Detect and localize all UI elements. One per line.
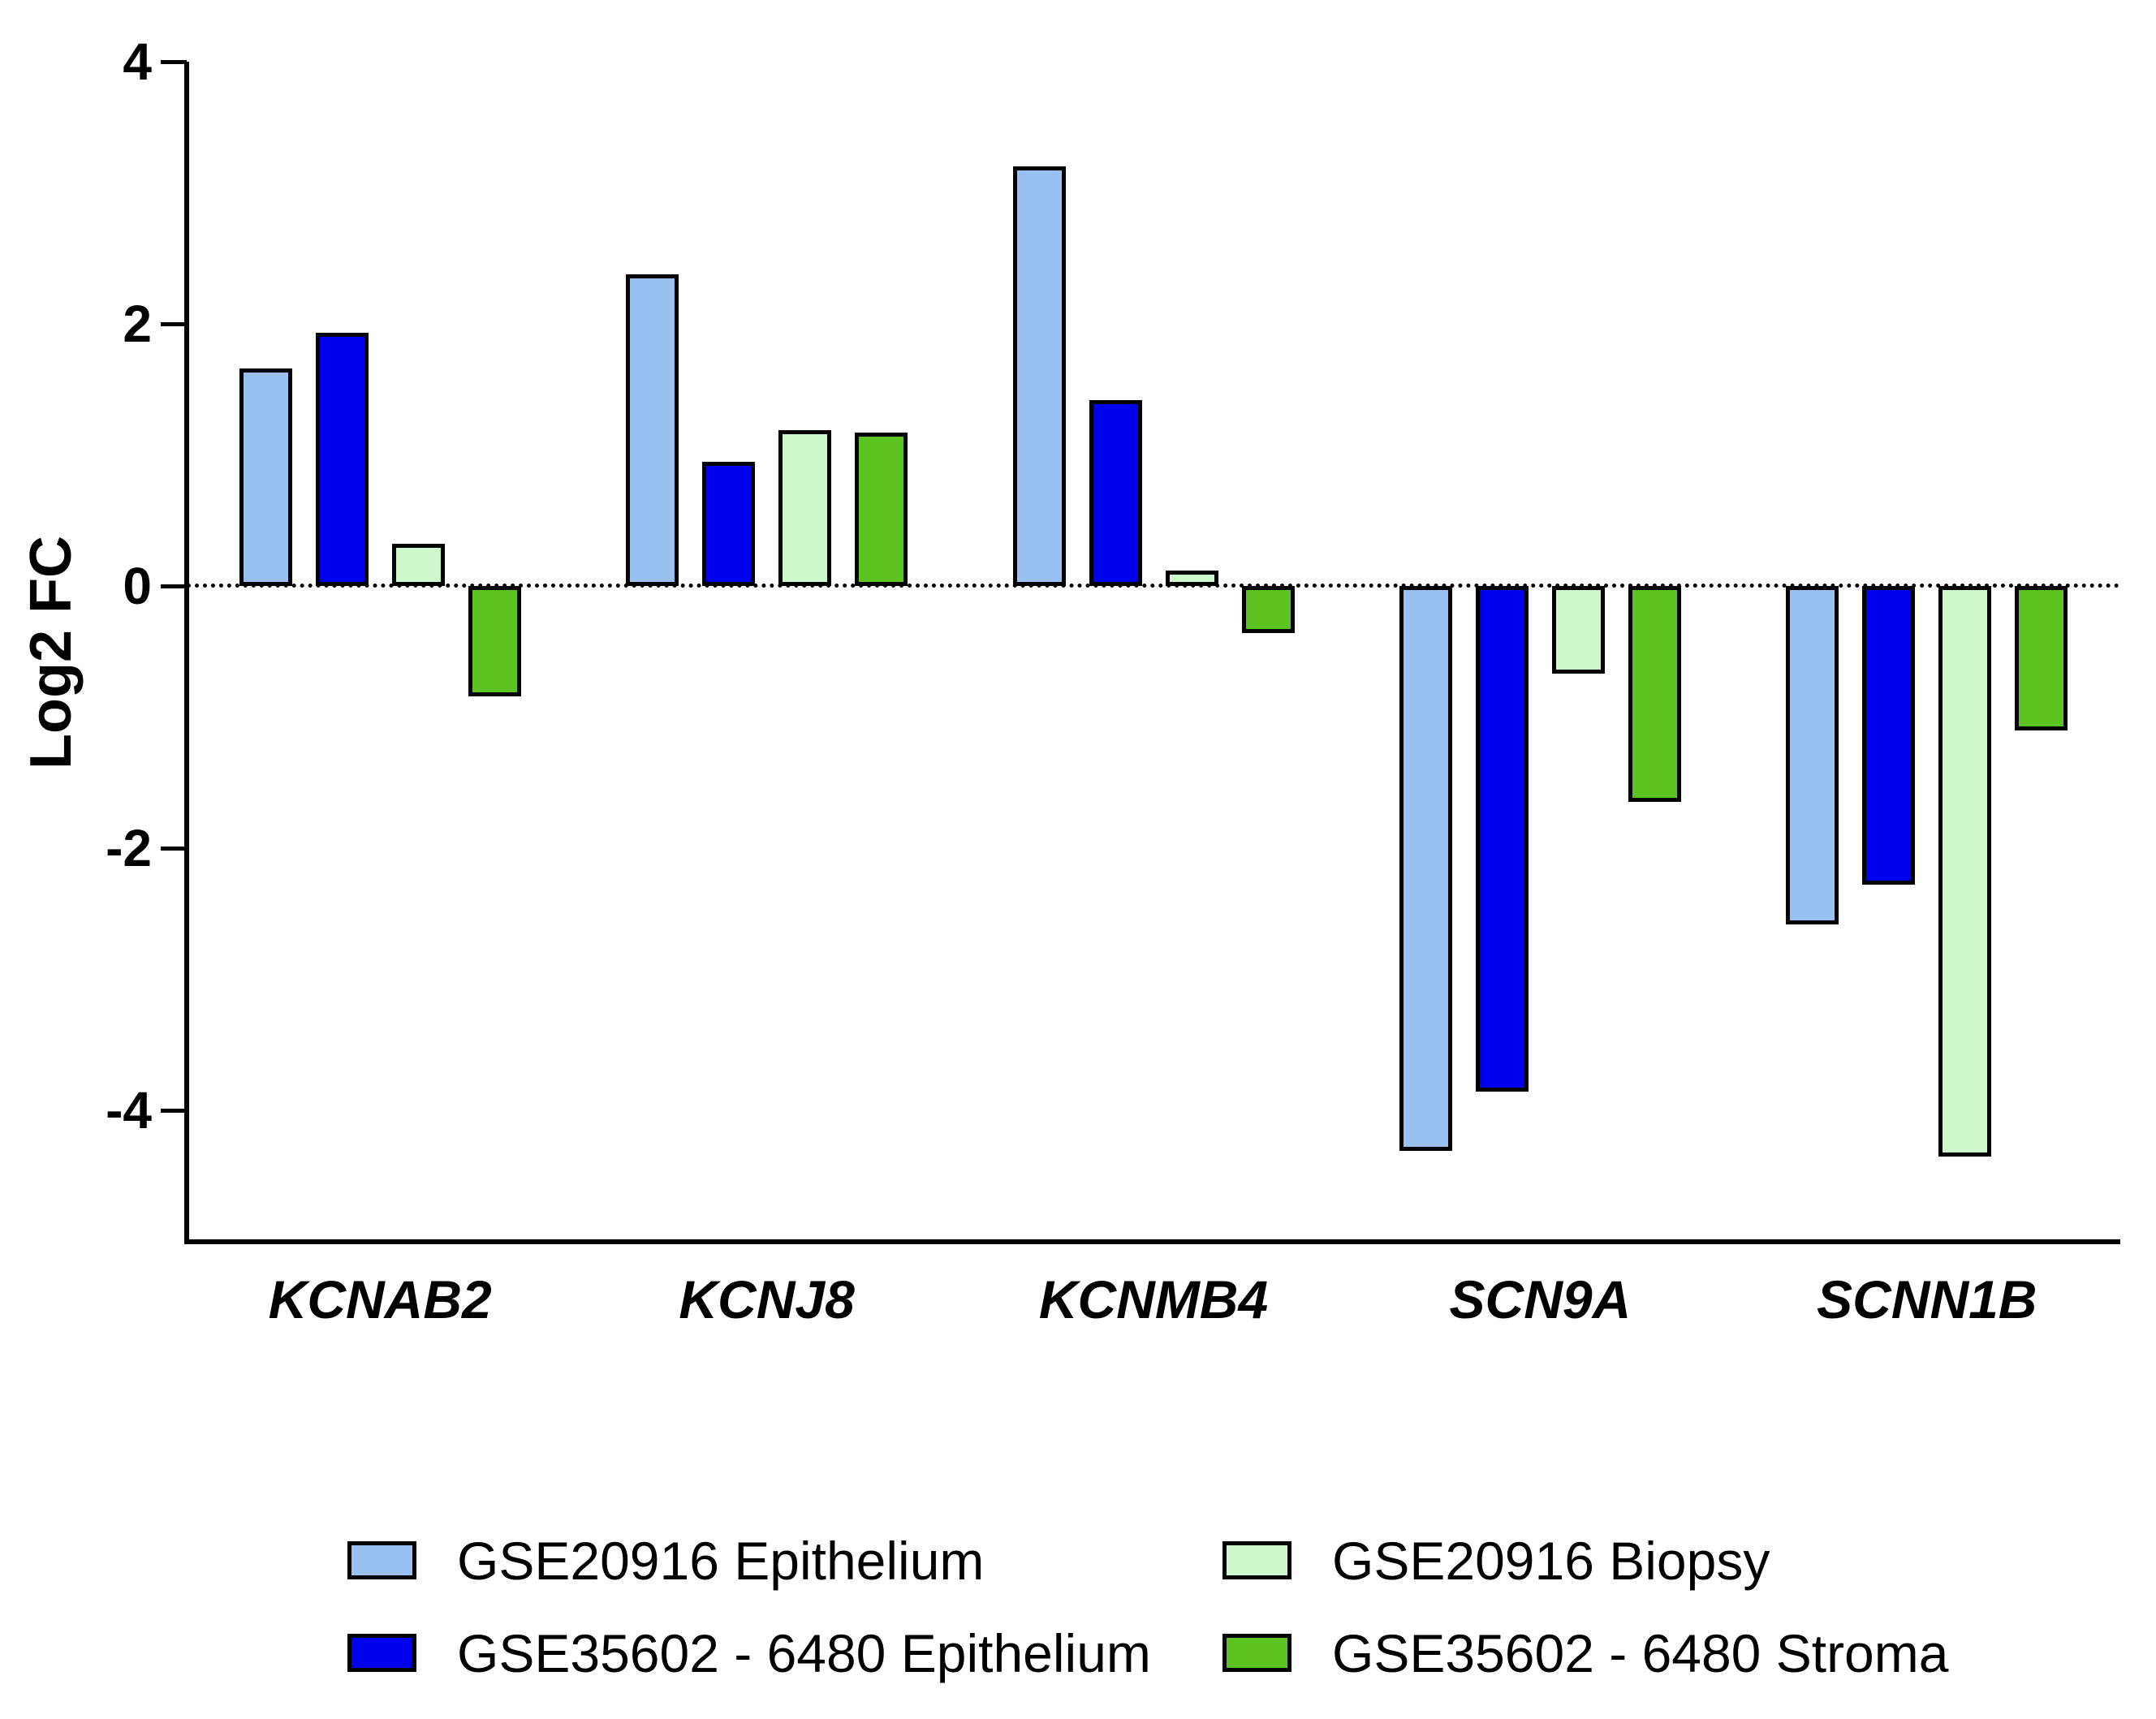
legend-label: GSE20916 Biopsy bbox=[1332, 1530, 1770, 1591]
y-axis-line bbox=[184, 62, 189, 1242]
bar bbox=[1012, 166, 1066, 586]
legend-label: GSE20916 Epithelium bbox=[457, 1530, 985, 1591]
legend-item: GSE35602 - 6480 Stroma bbox=[1222, 1626, 1948, 1680]
legend-swatch bbox=[347, 1541, 416, 1579]
x-category-label: KCNJ8 bbox=[679, 1269, 855, 1329]
bar bbox=[1862, 586, 1916, 885]
bar bbox=[778, 429, 832, 586]
bar bbox=[1089, 399, 1142, 586]
legend-item: GSE35602 - 6480 Epithelium bbox=[347, 1626, 1151, 1680]
x-category-label: SCN9A bbox=[1449, 1269, 1632, 1329]
x-category-label: KCNAB2 bbox=[268, 1269, 492, 1329]
bar bbox=[468, 586, 521, 696]
y-tick bbox=[161, 584, 187, 588]
bar bbox=[391, 544, 445, 586]
bar bbox=[2015, 586, 2068, 730]
legend-swatch bbox=[347, 1634, 416, 1672]
bar bbox=[1628, 586, 1681, 803]
zero-reference-line bbox=[187, 584, 2120, 588]
x-axis-baseline bbox=[184, 1239, 2120, 1244]
bar bbox=[1475, 586, 1529, 1092]
bar bbox=[1399, 586, 1452, 1152]
y-tick bbox=[161, 1108, 187, 1113]
legend-swatch bbox=[1222, 1634, 1291, 1672]
bar bbox=[1551, 586, 1605, 674]
y-tick-label: 2 bbox=[123, 295, 152, 353]
bar bbox=[1165, 570, 1218, 586]
y-tick-label: -2 bbox=[106, 819, 152, 877]
legend-item: GSE20916 Epithelium bbox=[347, 1534, 984, 1588]
y-tick-label: -4 bbox=[106, 1081, 152, 1140]
bar bbox=[1241, 586, 1295, 634]
y-tick bbox=[161, 321, 187, 326]
y-tick-label: 4 bbox=[123, 32, 152, 91]
legend-item: GSE20916 Biopsy bbox=[1222, 1534, 1770, 1588]
legend-swatch bbox=[1222, 1541, 1291, 1579]
bar bbox=[239, 368, 292, 586]
bar bbox=[315, 333, 369, 586]
x-category-label: SCNN1B bbox=[1817, 1269, 2037, 1329]
x-category-label: KCNMB4 bbox=[1038, 1269, 1269, 1329]
bar bbox=[1786, 586, 1839, 924]
legend-label: GSE35602 - 6480 Epithelium bbox=[457, 1622, 1151, 1683]
y-tick bbox=[161, 846, 187, 851]
y-tick bbox=[161, 59, 187, 64]
bar bbox=[1938, 586, 1992, 1157]
legend-label: GSE35602 - 6480 Stroma bbox=[1332, 1622, 1949, 1683]
bar bbox=[626, 274, 679, 586]
bar bbox=[702, 461, 756, 586]
bar bbox=[855, 433, 908, 586]
y-tick-label: 0 bbox=[123, 557, 152, 615]
